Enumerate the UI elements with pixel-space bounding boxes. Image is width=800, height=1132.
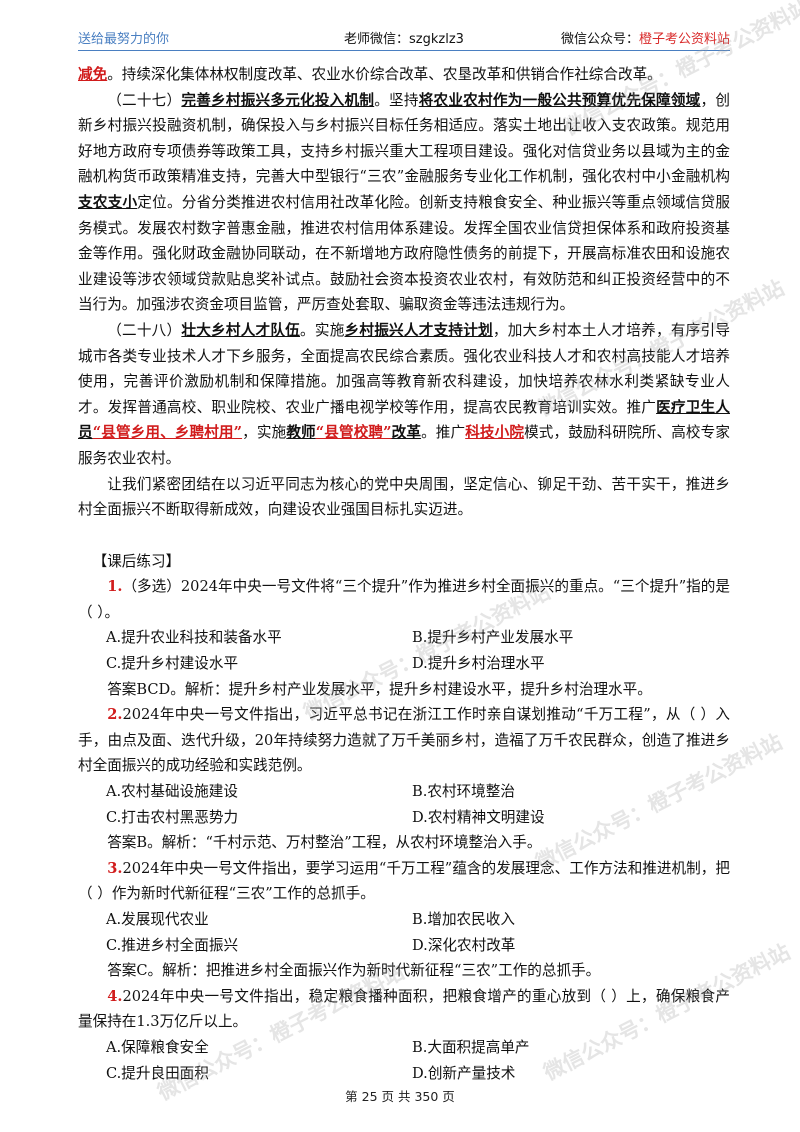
question-options: A.农村基础设施建设 B.农村环境整治 C.打击农村黑恶势力 D.农村精神文明建… xyxy=(78,779,730,830)
sec28-text-2: ，加大乡村本土人才培养，有序引导城市各类专业技术人才下乡服务，全面提高农民综合素… xyxy=(78,321,730,416)
page-number-footer: 第 25 页 共 350 页 xyxy=(345,1089,455,1104)
option-c: C.打击农村黑恶势力 xyxy=(106,808,239,826)
question-number: 2. xyxy=(107,706,123,724)
sec27-text-3: 定位。分省分类推进农村信用社改革化险。创新支持粮食安全、种业振兴等重点领域信贷服… xyxy=(78,193,730,314)
section-gap xyxy=(78,523,730,549)
sec27-text-2: ，创新乡村振兴投融资机制，确保投入与乡村振兴目标任务相适应。落实土地出让收入支农… xyxy=(78,91,730,186)
question-answer: 答案BCD。解析：提升乡村产业发展水平，提升乡村建设水平，提升乡村治理水平。 xyxy=(107,680,652,698)
option-a: A.保障粮食安全 xyxy=(106,1038,209,1056)
option-d: D.农村精神文明建设 xyxy=(412,808,545,826)
option-b: B.提升乡村产业发展水平 xyxy=(412,629,574,647)
question-3: 3.2024年中央一号文件指出，要学习运用“千万工程”蕴含的发展理念、工作方法和… xyxy=(78,856,730,984)
question-stem: 2.2024年中央一号文件指出，习近平总书记在浙江工作时亲自谋划推动“千万工程”… xyxy=(78,702,730,779)
header-divider xyxy=(78,50,730,51)
sec28-keyword-2-red: “县管乡用、乡聘村用” xyxy=(92,424,243,442)
question-options: A.保障粮食安全 B.大面积提高单产 C.提升良田面积 D.创新产量技术 xyxy=(78,1035,730,1086)
question-text: （多选）2024年中央一号文件将“三个提升”作为推进乡村全面振兴的重点。“三个提… xyxy=(78,578,730,621)
option-a: A.农村基础设施建设 xyxy=(106,783,238,801)
sec28-title: 壮大乡村人才队伍 xyxy=(181,321,301,339)
sec28-keyword-4-red: 科技小院 xyxy=(465,424,525,442)
option-b: B.农村环境整治 xyxy=(412,783,515,801)
practice-title: 【课后练习】 xyxy=(92,552,181,570)
option-b: B.大面积提高单产 xyxy=(412,1038,530,1056)
sec28-keyword-2: 医疗卫生人员 xyxy=(78,398,730,442)
sec26-keyword: 减免 xyxy=(78,66,108,83)
question-answer: 答案C。解析：把推进乡村全面振兴作为新时代新征程“三农”工作的总抓手。 xyxy=(107,962,601,980)
document-body: 减免。持续深化集体林权制度改革、农业水价综合改革、农垦改革和供销合作社综合改革。… xyxy=(78,62,730,1086)
sec27-title: 完善乡村振兴多元化投入机制 xyxy=(181,91,375,109)
header-public-account: 微信公众号：橙子考公资料站 xyxy=(561,28,730,47)
sec28-text-5: 模式，鼓励科研院所、高校专家服务农业农村。 xyxy=(78,424,730,467)
question-number: 4. xyxy=(107,987,123,1005)
option-d: D.提升乡村治理水平 xyxy=(412,655,545,673)
question-stem: 1.（多选）2024年中央一号文件将“三个提升”作为推进乡村全面振兴的重点。“三… xyxy=(78,574,730,625)
sec28-keyword-3-red: “县管校聘” xyxy=(315,424,392,442)
question-stem: 4.2024年中央一号文件指出，稳定粮食播种面积，把粮食增产的重心放到（ ）上，… xyxy=(78,984,730,1035)
option-c: C.提升良田面积 xyxy=(106,1064,209,1082)
sec28-text-1: 。实施 xyxy=(300,321,345,339)
sec28-keyword-1: 乡村振兴人才支持计划 xyxy=(344,321,493,339)
question-4: 4.2024年中央一号文件指出，稳定粮食播种面积，把粮食增产的重心放到（ ）上，… xyxy=(78,984,730,1086)
option-d: D.深化农村改革 xyxy=(412,936,516,954)
sec27-keyword-2: 支农支小 xyxy=(78,193,138,211)
header-public-account-prefix: 微信公众号： xyxy=(560,32,639,47)
sec28-paragraph: （二十八）壮大乡村人才队伍。实施乡村振兴人才支持计划，加大乡村本土人才培养，有序… xyxy=(78,318,730,472)
question-1: 1.（多选）2024年中央一号文件将“三个提升”作为推进乡村全面振兴的重点。“三… xyxy=(78,574,730,702)
question-answer: 答案B。解析：“千村示范、万村整治”工程，从农村环境整治入手。 xyxy=(107,834,542,852)
option-a: A.发展现代农业 xyxy=(106,911,209,928)
question-2: 2.2024年中央一号文件指出，习近平总书记在浙江工作时亲自谋划推动“千万工程”… xyxy=(78,702,730,856)
question-text: 2024年中央一号文件指出，稳定粮食播种面积，把粮食增产的重心放到（ ）上，确保… xyxy=(78,987,730,1031)
sec28-keyword-3: 教师 xyxy=(286,424,316,442)
header-public-account-name: 橙子考公资料站 xyxy=(638,32,730,47)
sec28-keyword-3-tail: 改革 xyxy=(391,424,422,442)
header-teacher-wechat: 老师微信：szgkzlz3 xyxy=(344,32,464,47)
option-a: A.提升农业科技和装备水平 xyxy=(106,629,282,647)
question-stem: 3.2024年中央一号文件指出，要学习运用“千万工程”蕴含的发展理念、工作方法和… xyxy=(78,856,730,907)
page-header: 送给最努力的你 老师微信：szgkzlz3 微信公众号：橙子考公资料站 xyxy=(78,28,730,48)
closing-paragraph: 让我们紧密团结在以习近平同志为核心的党中央周围，坚定信心、铆足干劲、苦干实干，推… xyxy=(78,475,730,519)
question-options: A.发展现代农业 B.增加农民收入 C.推进乡村全面振兴 D.深化农村改革 xyxy=(78,907,730,958)
sec27-keyword-1: 将农业农村作为一般公共预算优先保障领域 xyxy=(418,91,701,109)
sec26-tail-paragraph: 减免。持续深化集体林权制度改革、农业水价综合改革、农垦改革和供销合作社综合改革。 xyxy=(78,62,730,88)
sec27-paragraph: （二十七）完善乡村振兴多元化投入机制。坚持将农业农村作为一般公共预算优先保障领域… xyxy=(78,88,730,318)
question-number: 1. xyxy=(107,578,123,596)
question-options: A.提升农业科技和装备水平 B.提升乡村产业发展水平 C.提升乡村建设水平 D.… xyxy=(78,625,730,676)
sec28-text-3: ，实施 xyxy=(242,424,287,442)
sec28-number: （二十八） xyxy=(107,321,182,339)
option-c: C.推进乡村全面振兴 xyxy=(106,936,239,954)
question-text: 2024年中央一号文件指出，要学习运用“千万工程”蕴含的发展理念、工作方法和推进… xyxy=(78,859,730,903)
option-d: D.创新产量技术 xyxy=(412,1064,516,1082)
question-number: 3. xyxy=(107,859,123,877)
header-left-slogan: 送给最努力的你 xyxy=(78,32,170,47)
sec27-number: （二十七） xyxy=(107,91,182,109)
option-b: B.增加农民收入 xyxy=(412,911,515,928)
question-text: 2024年中央一号文件指出，习近平总书记在浙江工作时亲自谋划推动“千万工程”，从… xyxy=(78,706,730,775)
sec26-text: 。持续深化集体林权制度改革、农业水价综合改革、农垦改革和供销合作社综合改革。 xyxy=(107,66,662,83)
sec28-text-4: 。推广 xyxy=(421,424,466,442)
sec27-text-1: 。坚持 xyxy=(374,91,419,109)
option-c: C.提升乡村建设水平 xyxy=(106,655,239,673)
